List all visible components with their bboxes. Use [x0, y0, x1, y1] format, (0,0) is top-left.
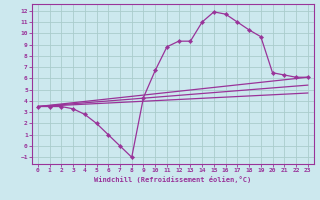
- X-axis label: Windchill (Refroidissement éolien,°C): Windchill (Refroidissement éolien,°C): [94, 176, 252, 183]
